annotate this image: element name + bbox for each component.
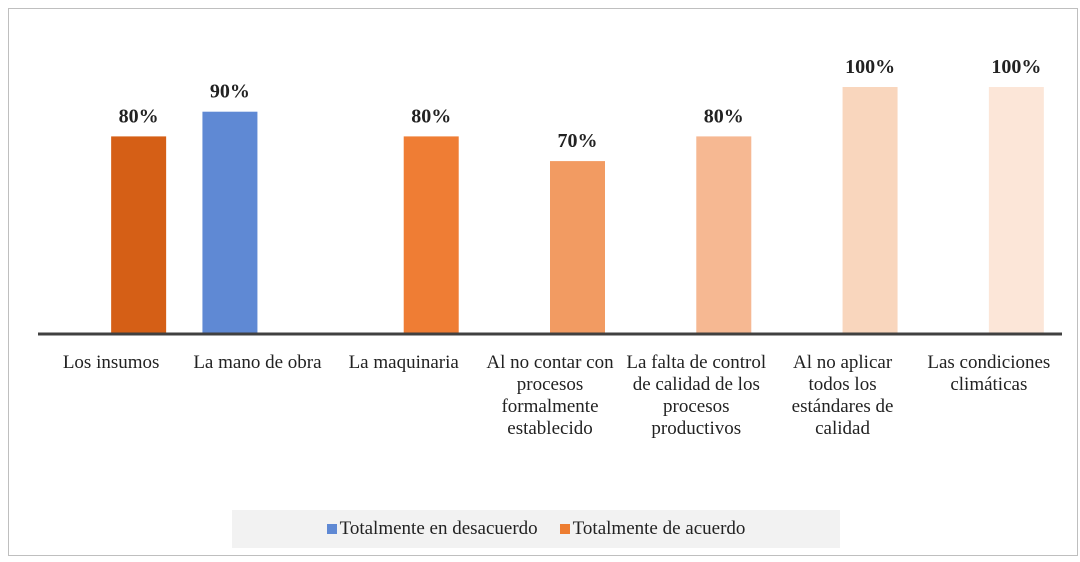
bar [111,136,167,334]
x-tick-label: La falta de control de calidad de los pr… [626,352,767,439]
data-label: 80% [119,105,159,127]
x-tick-label: Al no contar con procesos formalmente es… [486,352,614,439]
bar [842,87,898,334]
data-label: 80% [411,105,451,127]
legend: Totalmente en desacuerdo Totalmente de ac… [232,510,840,548]
legend-label: Totalmente de acuerdo [572,518,746,539]
x-tick-label: La mano de obra [193,352,322,373]
data-label: 100% [991,56,1041,78]
bar [550,161,605,334]
legend-item: Totalmente de acuerdo [559,518,746,540]
data-label: 90% [210,81,250,103]
legend-item: Totalmente en desacuerdo [326,518,538,540]
x-tick-label: Las condiciones climáticas [927,352,1051,395]
legend-label: Totalmente en desacuerdo [339,518,538,539]
data-label: 80% [704,105,744,127]
x-tick-label: Al no aplicar todos los estándares de ca… [791,352,894,439]
data-label: 70% [558,130,598,152]
bar [202,111,258,334]
bar [988,87,1044,334]
x-tick-label: La maquinaria [348,352,459,373]
legend-swatch [559,524,570,534]
chart-border [8,8,1078,556]
bar [696,136,752,334]
bar [403,136,459,334]
data-label: 100% [845,56,895,78]
x-tick-label: Los insumos [62,352,160,373]
legend-swatch [326,524,337,534]
